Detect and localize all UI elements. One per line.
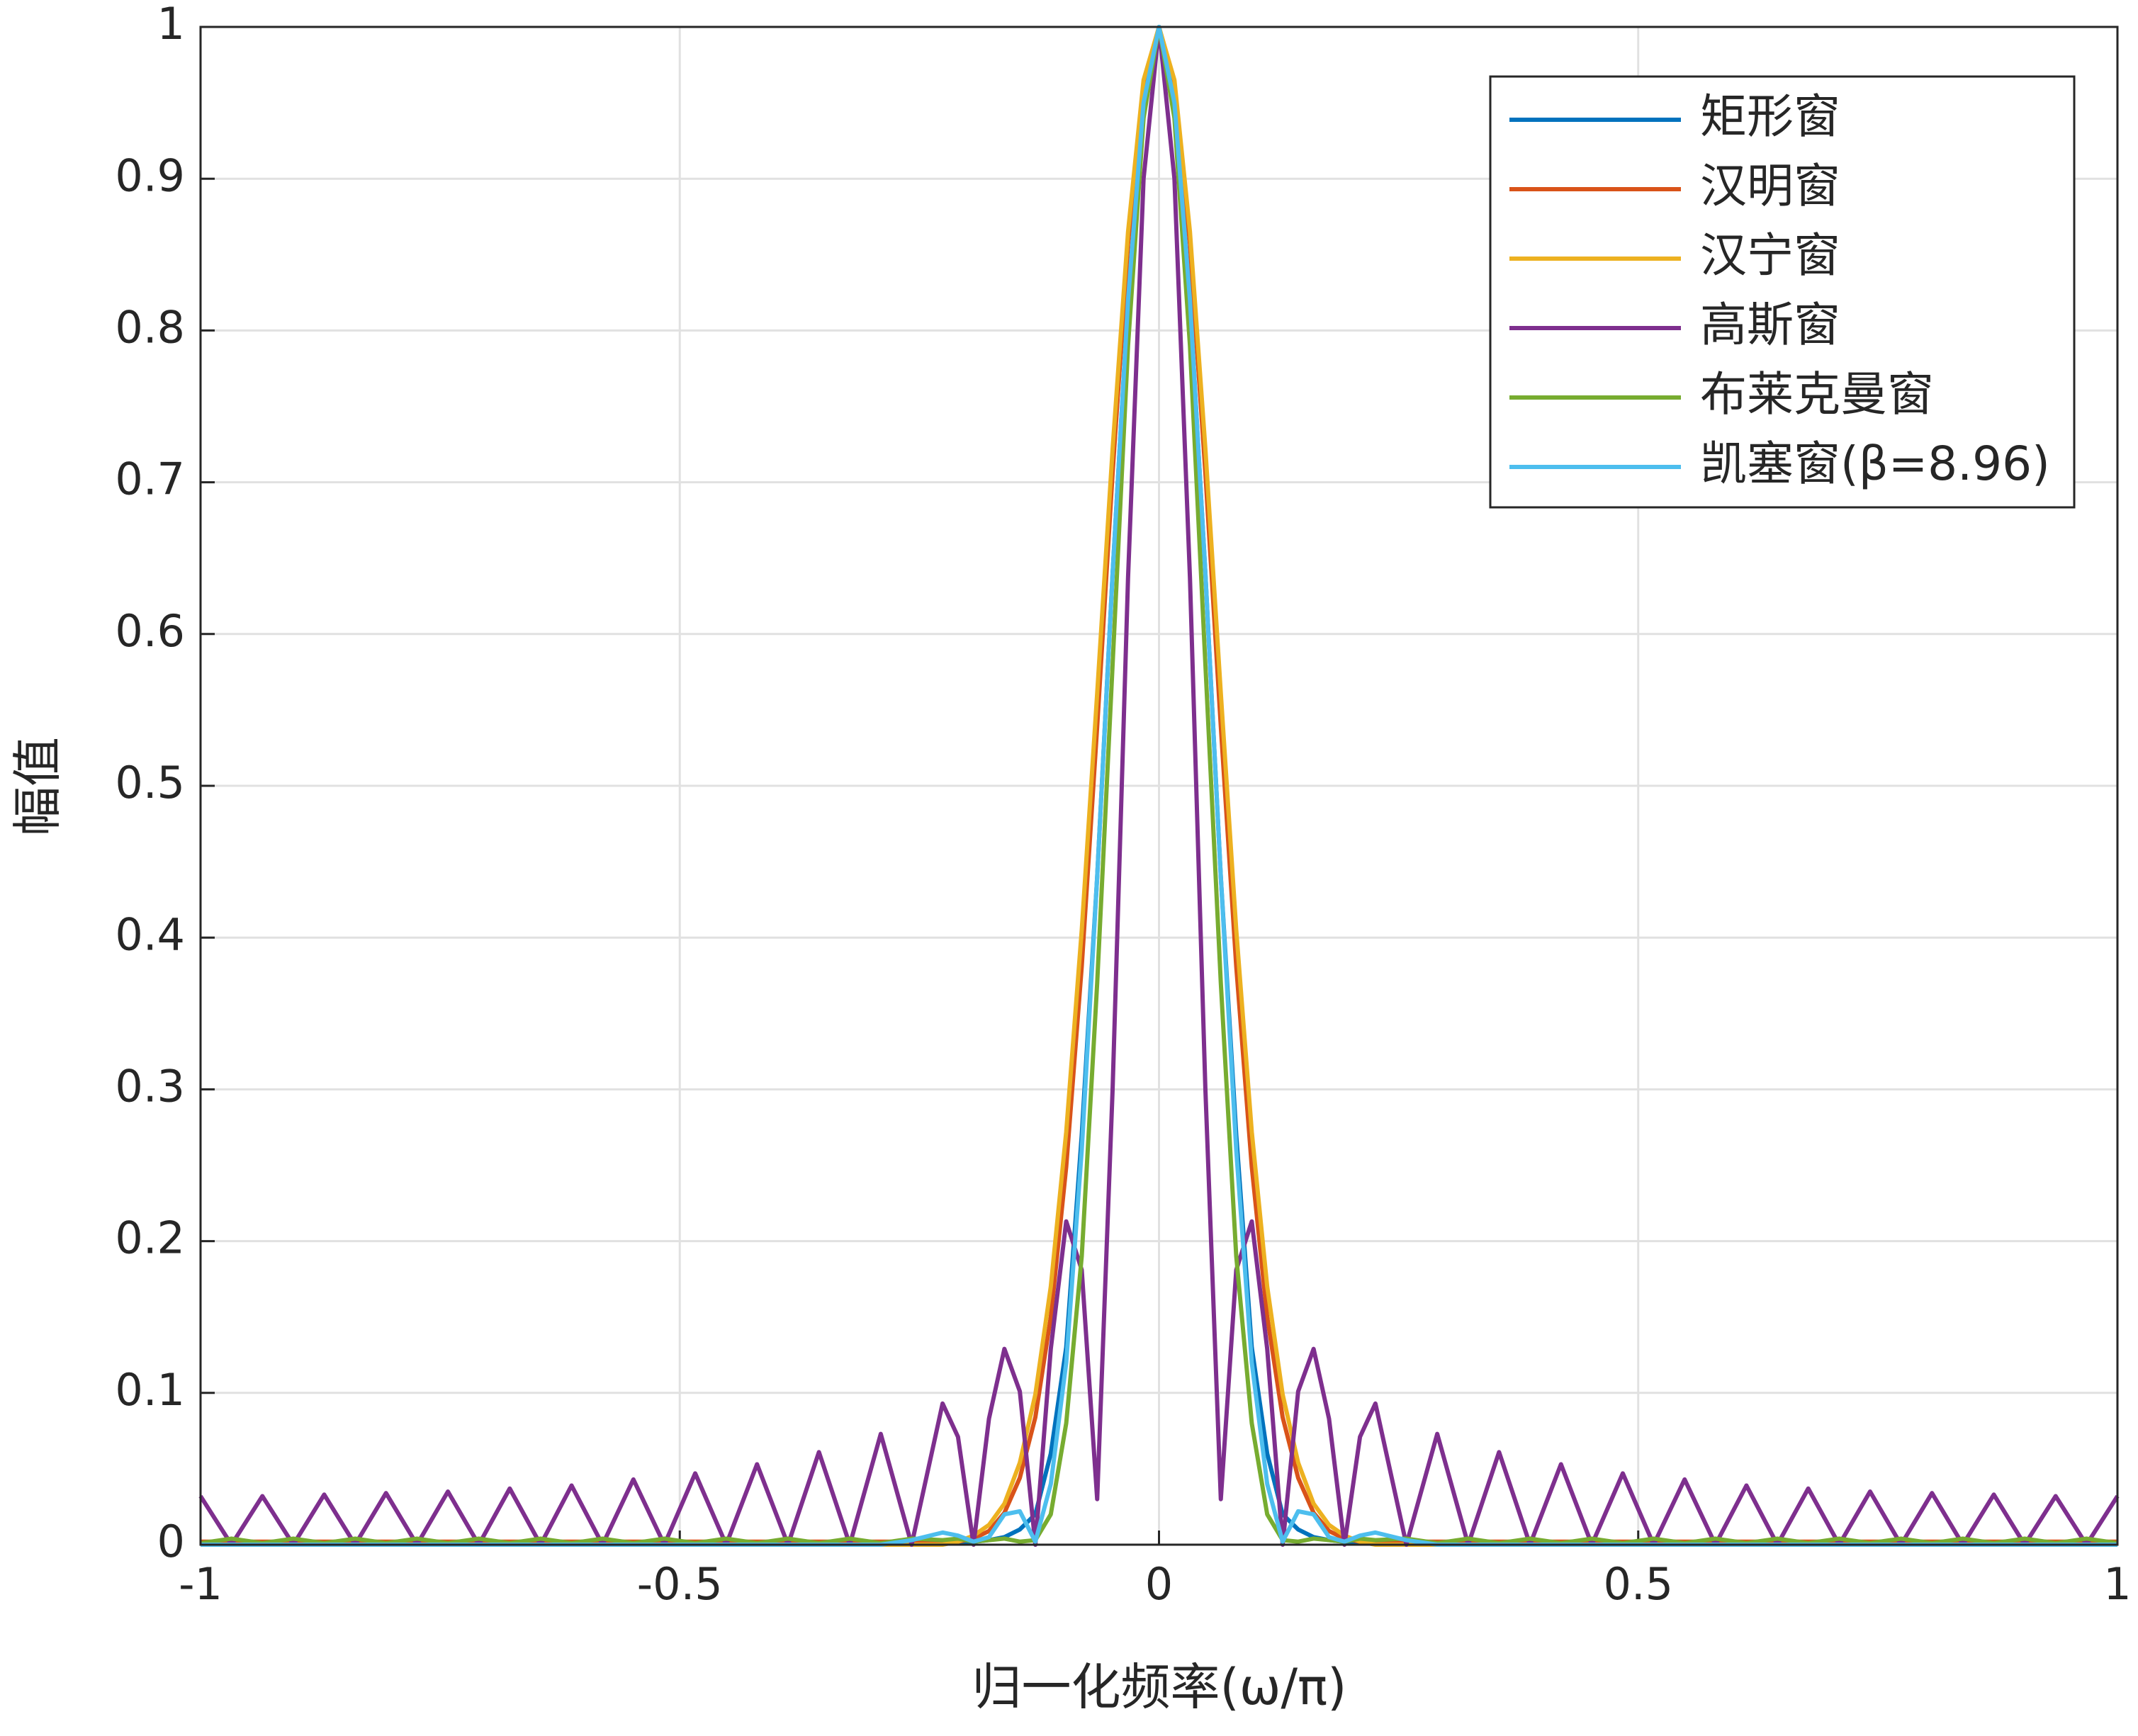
legend-label: 汉明窗 bbox=[1700, 159, 1840, 213]
x-axis-label: 归一化频率(ω/π) bbox=[972, 1658, 1347, 1716]
legend-label: 汉宁窗 bbox=[1700, 228, 1840, 283]
legend-box bbox=[1489, 75, 2076, 509]
plot-frame bbox=[199, 26, 2119, 1546]
y-tick-label: 0.8 bbox=[115, 301, 185, 353]
x-tick-label: 0.5 bbox=[1603, 1558, 1673, 1610]
legend-label: 矩形窗 bbox=[1700, 89, 1840, 144]
y-axis-label: 幅值 bbox=[9, 737, 67, 836]
legend-label: 布莱克曼窗 bbox=[1700, 367, 1934, 422]
x-tick-label: 0 bbox=[1145, 1558, 1173, 1610]
legend-label: 高斯窗 bbox=[1700, 298, 1840, 352]
x-tick-label: -1 bbox=[179, 1558, 223, 1610]
y-tick-label: 0.5 bbox=[115, 757, 185, 808]
y-tick-label: 0.6 bbox=[115, 605, 185, 657]
y-tick-label: 0.1 bbox=[115, 1364, 185, 1416]
y-tick-label: 0.9 bbox=[115, 150, 185, 201]
y-tick-label: 0.2 bbox=[115, 1212, 185, 1264]
legend-label: 凯塞窗(β=8.96) bbox=[1700, 436, 2050, 491]
x-tick-label: -0.5 bbox=[637, 1558, 723, 1610]
y-tick-label: 0.4 bbox=[115, 908, 185, 960]
x-tick-label: 1 bbox=[2103, 1558, 2131, 1610]
y-tick-label: 0.7 bbox=[115, 453, 185, 505]
y-tick-label: 0 bbox=[157, 1516, 185, 1567]
y-tick-label: 0.3 bbox=[115, 1060, 185, 1112]
y-tick-label: 1 bbox=[157, 0, 185, 50]
